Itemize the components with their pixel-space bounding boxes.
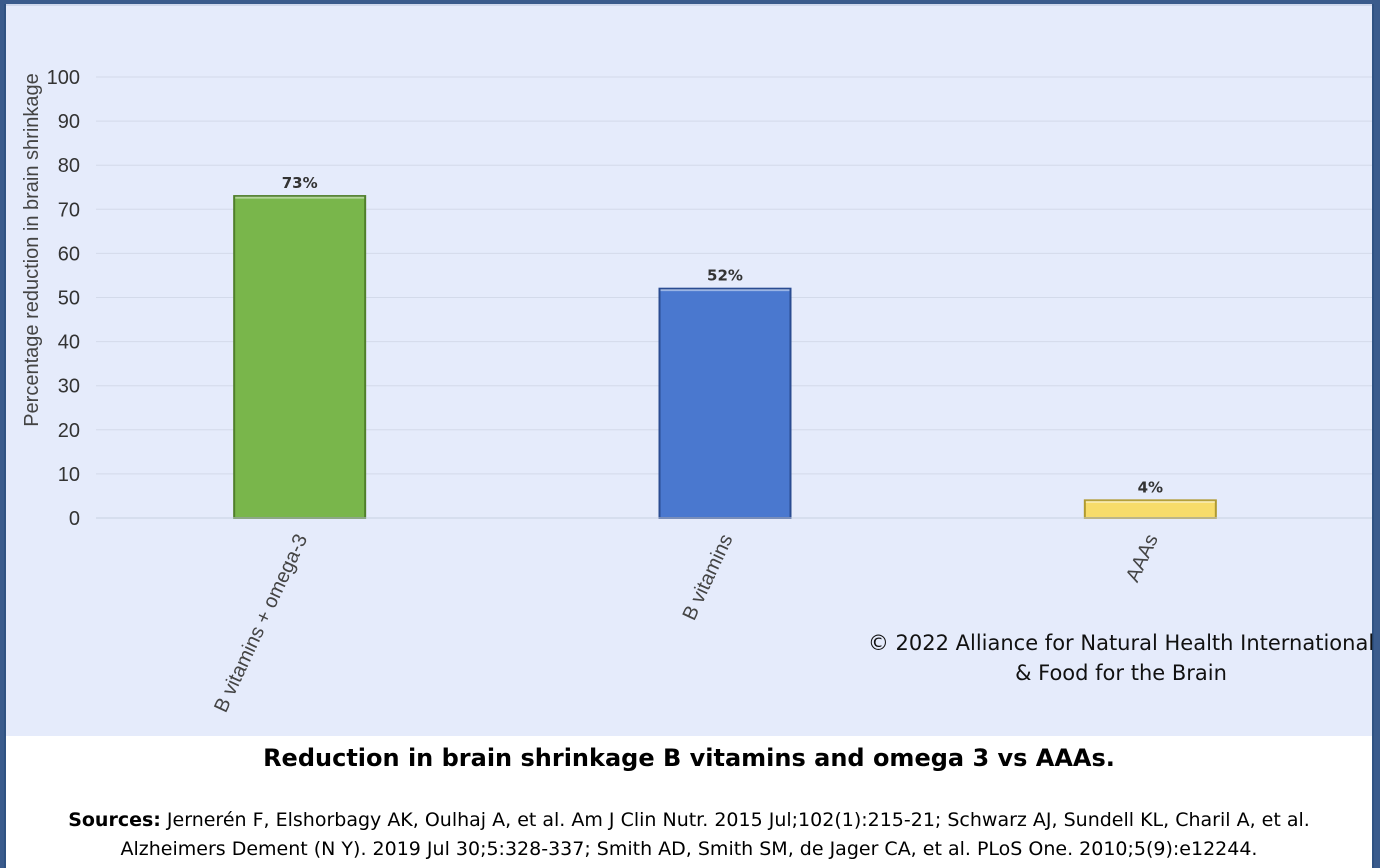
y-tick-label: 30 — [58, 376, 80, 398]
y-tick-label: 80 — [58, 155, 80, 177]
sources-text: Jernerén F, Elshorbagy AK, Oulhaj A, et … — [120, 809, 1310, 860]
y-tick-label: 70 — [58, 199, 80, 221]
figure-caption: Reduction in brain shrinkage B vitamins … — [263, 744, 1115, 772]
x-tick-label: B vitamins + omega-3 — [210, 531, 312, 716]
sources-label: Sources: — [68, 809, 161, 831]
y-tick-label: 100 — [47, 67, 80, 89]
figure-frame: 0 10 20 30 40 50 60 70 80 90 100 Percentage reducti… — [4, 4, 1374, 868]
y-tick-label: 90 — [58, 111, 80, 133]
y-tick-label: 0 — [69, 508, 80, 530]
y-tick-label: 60 — [58, 243, 80, 265]
y-tick-label: 50 — [58, 288, 80, 310]
x-tick-label: B vitamins — [679, 531, 738, 624]
data-label: 73% — [282, 174, 318, 192]
bar — [1083, 499, 1217, 519]
copyright-line-1: © 2022 Alliance for Natural Health Inter… — [867, 631, 1375, 655]
y-tick-label: 40 — [58, 332, 80, 354]
y-axis-label: Percentage reduction in brain shrinkage — [21, 73, 43, 427]
x-tick-label: AAAs — [1122, 531, 1163, 586]
y-tick-label: 20 — [58, 420, 80, 442]
bar — [658, 287, 792, 519]
sources-citation: Sources: Jernerén F, Elshorbagy AK, Oulh… — [36, 806, 1342, 864]
copyright-notice: © 2022 Alliance for Natural Health Inter… — [856, 628, 1380, 688]
bar — [233, 195, 367, 519]
data-label: 4% — [1138, 478, 1163, 496]
data-label: 52% — [707, 267, 743, 285]
y-tick-label: 10 — [58, 464, 80, 486]
copyright-line-2: & Food for the Brain — [1015, 661, 1227, 685]
plot-area: 0 10 20 30 40 50 60 70 80 90 100 Percentage reducti… — [6, 4, 1374, 736]
